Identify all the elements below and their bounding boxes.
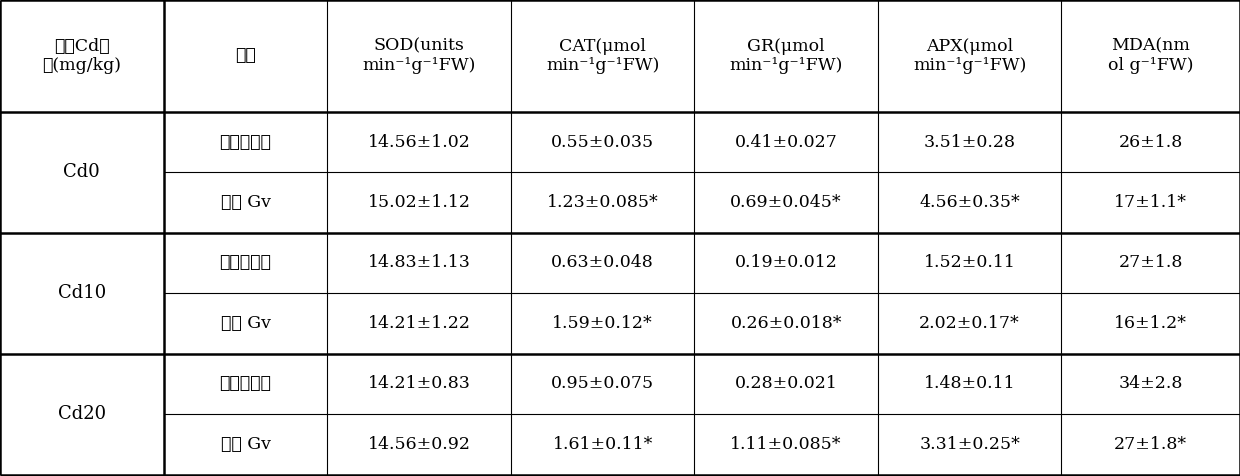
Text: 34±2.8: 34±2.8: [1118, 376, 1183, 392]
Text: 未接种对照: 未接种对照: [219, 376, 272, 392]
Text: 0.28±0.021: 0.28±0.021: [735, 376, 837, 392]
Text: 0.19±0.012: 0.19±0.012: [735, 255, 837, 271]
Text: 27±1.8: 27±1.8: [1118, 255, 1183, 271]
Text: 17±1.1*: 17±1.1*: [1115, 194, 1187, 211]
Text: 1.23±0.085*: 1.23±0.085*: [547, 194, 658, 211]
Text: 15.02±1.12: 15.02±1.12: [367, 194, 471, 211]
Text: APX(μmol
min⁻¹g⁻¹FW): APX(μmol min⁻¹g⁻¹FW): [913, 38, 1027, 74]
Text: 1.11±0.085*: 1.11±0.085*: [730, 436, 842, 453]
Text: 接种 Gv: 接种 Gv: [221, 194, 270, 211]
Text: 0.41±0.027: 0.41±0.027: [735, 134, 837, 150]
Text: 1.59±0.12*: 1.59±0.12*: [552, 315, 653, 332]
Text: 3.51±0.28: 3.51±0.28: [924, 134, 1016, 150]
Text: CAT(μmol
min⁻¹g⁻¹FW): CAT(μmol min⁻¹g⁻¹FW): [546, 38, 660, 74]
Text: 接种 Gv: 接种 Gv: [221, 436, 270, 453]
Text: 14.56±0.92: 14.56±0.92: [367, 436, 471, 453]
Text: 土壪Cd浓
度(mg/kg): 土壪Cd浓 度(mg/kg): [42, 38, 122, 74]
Text: Cd0: Cd0: [63, 163, 100, 181]
Text: 处理: 处理: [236, 48, 255, 64]
Text: 4.56±0.35*: 4.56±0.35*: [919, 194, 1021, 211]
Text: 16±1.2*: 16±1.2*: [1115, 315, 1187, 332]
Text: 26±1.8: 26±1.8: [1118, 134, 1183, 150]
Text: 14.83±1.13: 14.83±1.13: [368, 255, 470, 271]
Text: 1.48±0.11: 1.48±0.11: [924, 376, 1016, 392]
Text: 14.21±0.83: 14.21±0.83: [368, 376, 470, 392]
Text: 3.31±0.25*: 3.31±0.25*: [919, 436, 1021, 453]
Text: 接种 Gv: 接种 Gv: [221, 315, 270, 332]
Text: 1.52±0.11: 1.52±0.11: [924, 255, 1016, 271]
Text: Cd20: Cd20: [58, 405, 105, 423]
Text: 0.69±0.045*: 0.69±0.045*: [730, 194, 842, 211]
Text: 未接种对照: 未接种对照: [219, 134, 272, 150]
Text: MDA(nm
ol g⁻¹FW): MDA(nm ol g⁻¹FW): [1109, 38, 1193, 74]
Text: 未接种对照: 未接种对照: [219, 255, 272, 271]
Text: 0.55±0.035: 0.55±0.035: [551, 134, 655, 150]
Text: 2.02±0.17*: 2.02±0.17*: [919, 315, 1021, 332]
Text: 14.56±1.02: 14.56±1.02: [368, 134, 470, 150]
Text: 0.26±0.018*: 0.26±0.018*: [730, 315, 842, 332]
Text: SOD(units
min⁻¹g⁻¹FW): SOD(units min⁻¹g⁻¹FW): [362, 38, 476, 74]
Text: 14.21±1.22: 14.21±1.22: [367, 315, 471, 332]
Text: 1.61±0.11*: 1.61±0.11*: [553, 436, 652, 453]
Text: 27±1.8*: 27±1.8*: [1115, 436, 1187, 453]
Text: 0.95±0.075: 0.95±0.075: [551, 376, 655, 392]
Text: 0.63±0.048: 0.63±0.048: [552, 255, 653, 271]
Text: Cd10: Cd10: [58, 284, 105, 302]
Text: GR(μmol
min⁻¹g⁻¹FW): GR(μmol min⁻¹g⁻¹FW): [729, 38, 843, 74]
